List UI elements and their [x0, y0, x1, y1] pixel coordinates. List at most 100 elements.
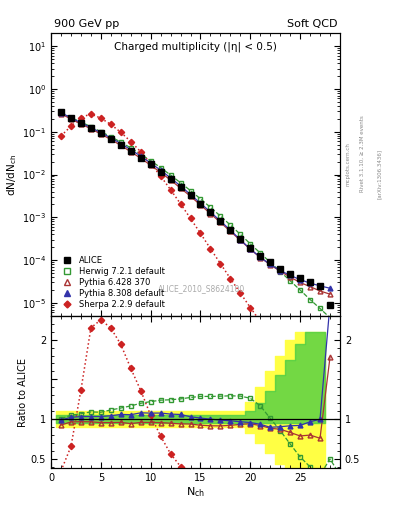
Pythia 6.428 370 [288, 274, 292, 280]
Sherpa 2.2.9 default [278, 345, 283, 351]
Pythia 6.428 370 [278, 268, 283, 274]
ALICE [248, 245, 253, 251]
Pythia 8.308 default [188, 191, 193, 198]
Pythia 6.428 370 [88, 126, 93, 132]
Pythia 6.428 370 [248, 246, 253, 252]
Herwig 7.2.1 default [158, 164, 163, 170]
Text: Charged multiplicity (|η| < 0.5): Charged multiplicity (|η| < 0.5) [114, 42, 277, 52]
Herwig 7.2.1 default [308, 296, 312, 303]
ALICE [328, 302, 332, 308]
Pythia 6.428 370 [168, 177, 173, 183]
ALICE [59, 110, 63, 116]
Pythia 8.308 default [278, 267, 283, 273]
ALICE [308, 280, 312, 286]
Pythia 8.308 default [198, 200, 203, 206]
Pythia 6.428 370 [118, 142, 123, 148]
Pythia 8.308 default [228, 227, 233, 233]
Herwig 7.2.1 default [228, 222, 233, 228]
Herwig 7.2.1 default [258, 250, 263, 256]
Herwig 7.2.1 default [288, 278, 292, 284]
Sherpa 2.2.9 default [198, 230, 203, 237]
Sherpa 2.2.9 default [158, 173, 163, 179]
Sherpa 2.2.9 default [288, 358, 292, 364]
Sherpa 2.2.9 default [248, 305, 253, 311]
Sherpa 2.2.9 default [118, 129, 123, 135]
ALICE [79, 120, 83, 126]
Sherpa 2.2.9 default [318, 396, 322, 402]
ALICE [188, 192, 193, 198]
Herwig 7.2.1 default [347, 334, 352, 340]
ALICE [99, 130, 103, 136]
Herwig 7.2.1 default [278, 268, 283, 274]
Pythia 8.308 default [158, 167, 163, 173]
Pythia 6.428 370 [228, 228, 233, 234]
Pythia 8.308 default [118, 140, 123, 146]
ALICE [158, 168, 163, 175]
Herwig 7.2.1 default [328, 315, 332, 321]
Sherpa 2.2.9 default [129, 138, 133, 144]
Pythia 6.428 370 [108, 136, 113, 142]
ALICE [208, 209, 213, 215]
Pythia 6.428 370 [138, 155, 143, 161]
Pythia 8.308 default [129, 146, 133, 153]
Pythia 8.308 default [218, 218, 223, 224]
ALICE [69, 115, 73, 121]
Pythia 6.428 370 [158, 169, 163, 176]
ALICE [118, 141, 123, 147]
Pythia 6.428 370 [238, 237, 243, 243]
Sherpa 2.2.9 default [168, 187, 173, 193]
Pythia 8.308 default [318, 283, 322, 289]
Herwig 7.2.1 default [59, 109, 63, 115]
Text: 900 GeV pp: 900 GeV pp [54, 19, 119, 29]
Pythia 8.308 default [268, 262, 273, 268]
Pythia 8.308 default [308, 280, 312, 286]
Pythia 8.308 default [108, 135, 113, 141]
Line: ALICE: ALICE [58, 110, 333, 308]
Line: Pythia 6.428 370: Pythia 6.428 370 [59, 112, 332, 296]
Pythia 8.308 default [138, 153, 143, 159]
Sherpa 2.2.9 default [228, 275, 233, 282]
Pythia 8.308 default [298, 276, 303, 283]
Legend: ALICE, Herwig 7.2.1 default, Pythia 6.428 370, Pythia 8.308 default, Sherpa 2.2.: ALICE, Herwig 7.2.1 default, Pythia 6.42… [55, 253, 168, 312]
Pythia 6.428 370 [208, 210, 213, 217]
Pythia 8.308 default [79, 120, 83, 126]
Pythia 8.308 default [59, 110, 63, 116]
ALICE [168, 176, 173, 182]
ALICE [198, 201, 203, 207]
ALICE [129, 147, 133, 154]
ALICE [238, 236, 243, 242]
Line: Herwig 7.2.1 default: Herwig 7.2.1 default [59, 110, 353, 339]
Herwig 7.2.1 default [69, 115, 73, 121]
ALICE [278, 266, 283, 272]
Pythia 6.428 370 [298, 280, 303, 286]
Herwig 7.2.1 default [248, 241, 253, 247]
ALICE [88, 125, 93, 131]
Herwig 7.2.1 default [198, 196, 203, 202]
Pythia 6.428 370 [328, 291, 332, 297]
Sherpa 2.2.9 default [148, 161, 153, 167]
Pythia 6.428 370 [188, 193, 193, 199]
Pythia 6.428 370 [129, 148, 133, 155]
Sherpa 2.2.9 default [208, 246, 213, 252]
Pythia 8.308 default [208, 209, 213, 215]
Pythia 6.428 370 [308, 284, 312, 290]
Pythia 6.428 370 [198, 202, 203, 208]
Sherpa 2.2.9 default [79, 115, 83, 121]
Pythia 8.308 default [168, 175, 173, 181]
Sherpa 2.2.9 default [238, 290, 243, 296]
Herwig 7.2.1 default [168, 172, 173, 178]
Herwig 7.2.1 default [118, 139, 123, 145]
Herwig 7.2.1 default [268, 259, 273, 265]
Pythia 6.428 370 [79, 121, 83, 127]
Pythia 6.428 370 [148, 162, 153, 168]
X-axis label: N$_{\rm ch}$: N$_{\rm ch}$ [186, 485, 205, 499]
Herwig 7.2.1 default [88, 123, 93, 130]
Text: Rivet 3.1.10, ≥ 2.3M events: Rivet 3.1.10, ≥ 2.3M events [360, 115, 365, 192]
Pythia 8.308 default [88, 124, 93, 131]
Herwig 7.2.1 default [129, 145, 133, 151]
Y-axis label: dN/dN$_{\rm ch}$: dN/dN$_{\rm ch}$ [6, 154, 19, 196]
Herwig 7.2.1 default [79, 119, 83, 125]
Herwig 7.2.1 default [218, 213, 223, 219]
Pythia 8.308 default [148, 160, 153, 166]
Sherpa 2.2.9 default [138, 148, 143, 155]
